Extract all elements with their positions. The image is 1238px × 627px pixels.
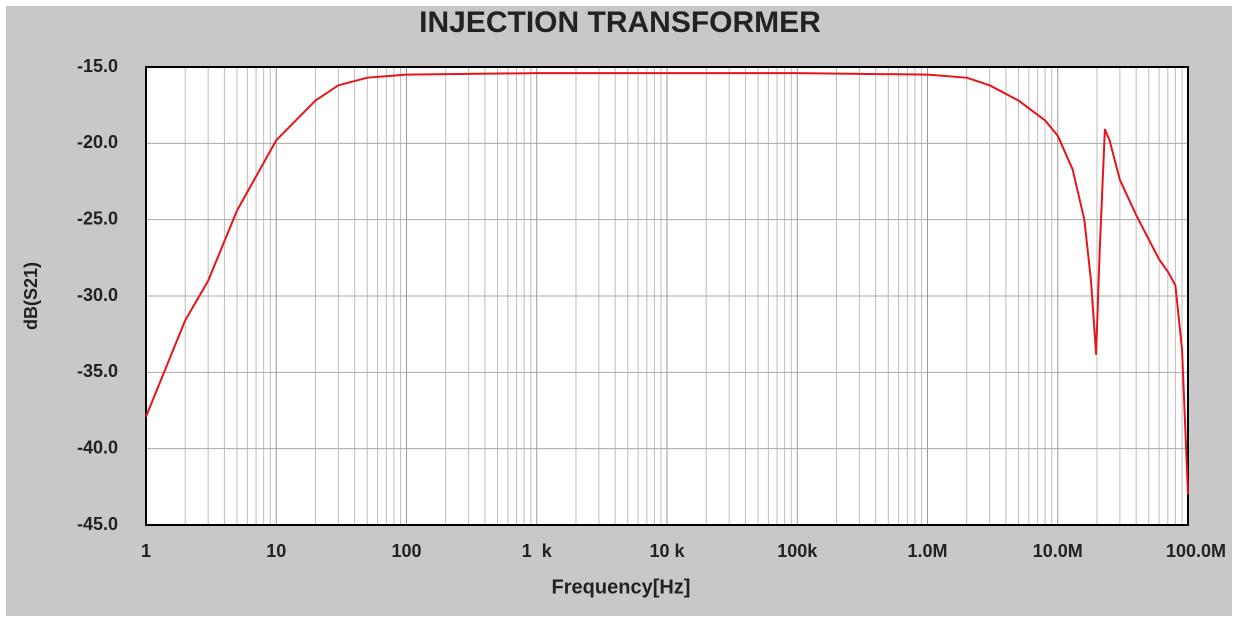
y-axis-title: dB(S21): [21, 262, 41, 330]
chart-title: INJECTION TRANSFORMER: [419, 6, 821, 39]
x-tick-label: 10.0M: [1033, 541, 1083, 561]
y-tick-label: -15.0: [77, 56, 118, 76]
x-tick-label: 1 k: [522, 541, 553, 561]
plot-border: [145, 66, 1189, 526]
data-line: [145, 72, 1189, 495]
x-tick-label: 1.0M: [907, 541, 947, 561]
y-tick-label: -30.0: [77, 285, 118, 305]
x-tick-label: 10: [266, 541, 286, 561]
x-tick-label: 100.0M: [1166, 541, 1226, 561]
x-axis-title: Frequency[Hz]: [552, 576, 691, 598]
y-tick-label: -35.0: [77, 361, 118, 381]
x-tick-label: 100: [391, 541, 421, 561]
x-tick-label: 1: [141, 541, 151, 561]
y-tick-label: -40.0: [77, 437, 118, 457]
y-tick-label: -25.0: [77, 208, 118, 228]
y-tick-label: -45.0: [77, 514, 118, 534]
x-tick-label: 10 k: [649, 541, 685, 561]
y-tick-label: -20.0: [77, 132, 118, 152]
x-tick-label: 100k: [777, 541, 818, 561]
